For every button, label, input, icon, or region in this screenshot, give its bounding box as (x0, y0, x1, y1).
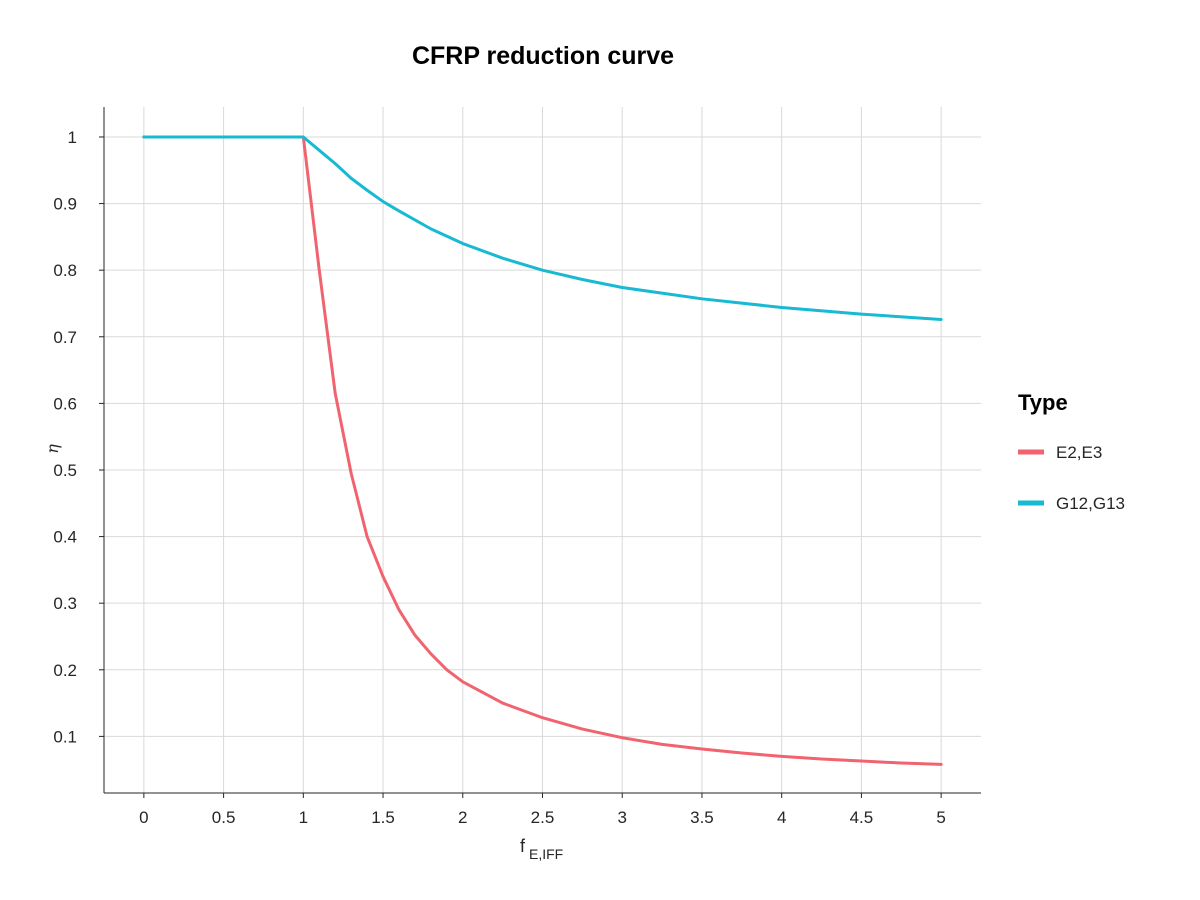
legend-title: Type (1018, 390, 1068, 415)
legend: Type E2,E3 G12,G13 (1018, 390, 1125, 513)
x-tick-label: 4.5 (850, 808, 874, 827)
y-tick-label: 0.7 (53, 328, 77, 347)
y-tick-label: 0.8 (53, 261, 77, 280)
x-tick-label: 0.5 (212, 808, 236, 827)
x-tick-label: 0 (139, 808, 148, 827)
x-tick-label: 3 (617, 808, 626, 827)
y-tick-label: 0.9 (53, 195, 77, 214)
x-tick-label: 3.5 (690, 808, 714, 827)
y-tick-label: 0.6 (53, 394, 77, 413)
series-line-e2-e3 (142, 135, 943, 766)
x-tick-label: 1 (299, 808, 308, 827)
x-tick-label: 1.5 (371, 808, 395, 827)
legend-label: E2,E3 (1056, 443, 1102, 462)
y-tick-label: 0.4 (53, 528, 77, 547)
y-axis-label: η (43, 444, 62, 454)
x-axis-label-subscript: E,IFF (529, 846, 563, 862)
series-line-g12-g13 (142, 135, 943, 321)
chart-title: CFRP reduction curve (412, 42, 674, 70)
x-axis-label: f (520, 836, 526, 856)
x-tick-label: 2.5 (531, 808, 555, 827)
legend-label: G12,G13 (1056, 494, 1125, 513)
y-tick-label: 0.3 (53, 594, 77, 613)
y-tick-label: 0.1 (53, 727, 77, 746)
y-tick-label: 0.5 (53, 461, 77, 480)
x-tick-label: 4 (777, 808, 786, 827)
y-tick-label: 0.2 (53, 661, 77, 680)
x-tick-label: 5 (936, 808, 945, 827)
series-group (142, 135, 943, 766)
grid (104, 107, 981, 793)
axes: 0 0.5 1 1.5 2 2.5 3 3.5 4 4.5 5 0.1 0.2 0.3 0.4 0.5 0.6 0… (53, 107, 981, 827)
x-tick-label: 2 (458, 808, 467, 827)
y-tick-label: 1 (68, 128, 77, 147)
